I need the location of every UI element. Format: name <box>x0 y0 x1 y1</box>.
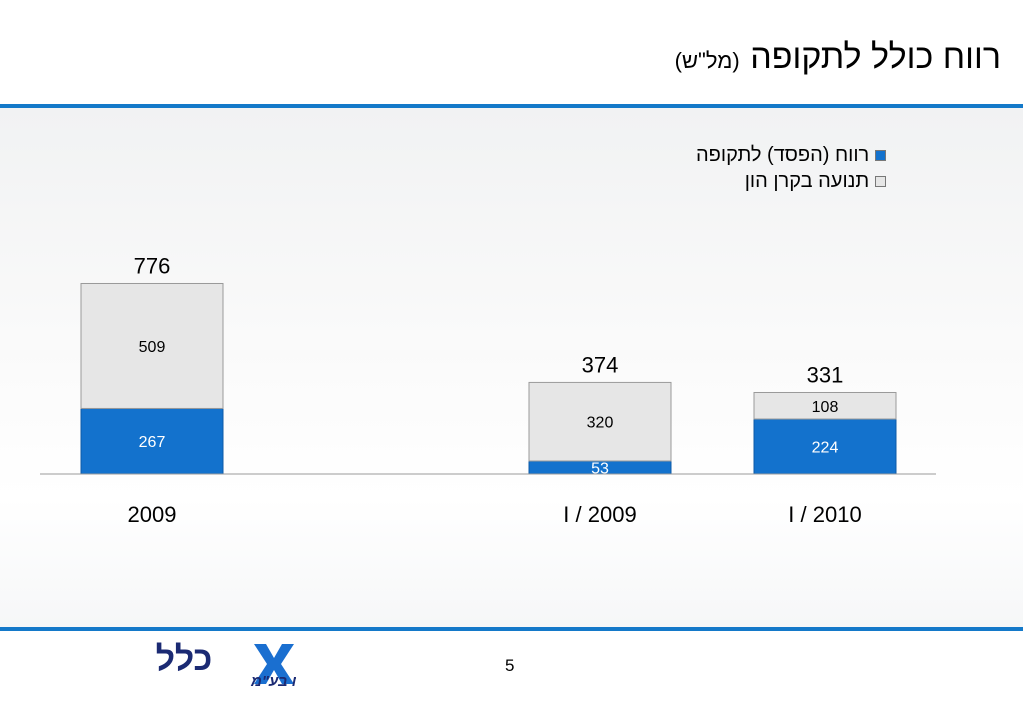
x-tick-label: I / 2009 <box>563 502 636 527</box>
legend-item-equity: תנועה בקרן הון <box>696 168 887 194</box>
data-label-profit: 53 <box>591 460 609 477</box>
header-rule <box>0 104 1023 108</box>
data-label-profit: 267 <box>139 434 166 451</box>
page-number: 5 <box>505 656 515 675</box>
data-label-total: 776 <box>134 253 171 278</box>
logo-wordmark: כלל <box>156 640 213 678</box>
slide-title-unit: (מל"ש) <box>674 48 740 73</box>
bar-segment-profit <box>80 407 224 475</box>
bar-segment-profit <box>753 418 897 475</box>
legend-swatch-equity <box>875 175 887 187</box>
footer-rule <box>0 627 1023 631</box>
legend-label-profit: רווח (הפסד) לתקופה <box>696 143 870 166</box>
logo-mark-icon <box>254 644 294 684</box>
bar-segment-equity <box>528 381 672 462</box>
data-label-profit: 224 <box>812 440 839 457</box>
slide-title-main: רווח כולל לתקופה <box>750 38 1001 76</box>
data-label-total: 374 <box>582 352 619 377</box>
bar-segment-equity <box>753 391 897 420</box>
chart-legend: רווח (הפסד) לתקופה תנועה בקרן הון <box>696 142 887 194</box>
stacked-bar-chart: 267 509 776 2009 53 320 374 I / 2009 224 108 331 I … <box>40 253 936 527</box>
logo-tagline: החזקות עסקי ביטוח בע"מ <box>250 673 296 690</box>
bar-segment-equity <box>80 282 224 409</box>
data-label-equity: 320 <box>587 415 614 432</box>
data-label-equity: 108 <box>812 399 839 416</box>
x-tick-label: 2009 <box>128 502 177 527</box>
data-label-equity: 509 <box>139 339 166 356</box>
company-logo: כלל החזקות עסקי ביטוח בע"מ <box>156 640 296 690</box>
slide-title: רווח כולל לתקופה (מל"ש) <box>675 38 1001 77</box>
data-label-total: 331 <box>807 362 844 387</box>
legend-label-equity: תנועה בקרן הון <box>744 169 870 192</box>
legend-item-profit: רווח (הפסד) לתקופה <box>696 142 887 168</box>
legend-swatch-profit <box>875 149 887 161</box>
x-tick-label: I / 2010 <box>788 502 861 527</box>
